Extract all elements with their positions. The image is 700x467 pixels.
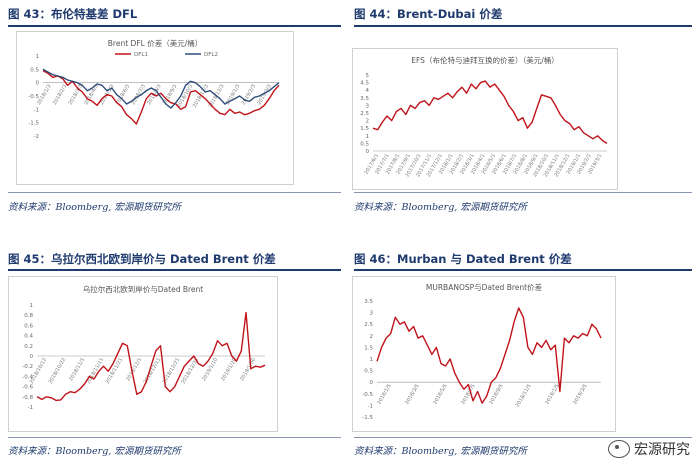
y-tick-label: 3: [370, 311, 374, 317]
y-tick-label: -1: [34, 107, 39, 113]
figure-43-chart: Brent DFL 价差（美元/桶） DFL1 DFL2 1 0.5 0 -0.5 -1 -1.…: [16, 31, 294, 185]
x-tick-label: 2019/1/5: [544, 383, 560, 405]
figure-46-source: 资料来源：Bloomberg, 宏源期货研究所: [354, 446, 527, 457]
y-tick-label: 0.4: [24, 334, 33, 340]
y-tick-label: -0.8: [22, 395, 33, 401]
y-tick-label: 2.5: [360, 111, 369, 117]
wechat-icon: [608, 440, 630, 458]
y-tick-label: 1.5: [360, 126, 369, 132]
legend-label-dfl2: DFL2: [204, 52, 218, 58]
y-tick-label: -0.6: [22, 385, 33, 391]
y-tick-label: 0.2: [24, 344, 33, 350]
figure-46-heading: 图 46：Murban 与 Dated Brent 价差: [354, 252, 572, 266]
series-line-efs: [372, 80, 608, 144]
y-tick-label: -0.5: [28, 94, 39, 100]
x-tick-label: 2019/1/10: [201, 357, 219, 382]
y-tick-label: 0.6: [24, 323, 33, 329]
y-tick-label: 0.5: [360, 141, 369, 147]
figure-45-heading: 图 45：乌拉尔西北欧到岸价与 Dated Brent 价差: [8, 252, 276, 266]
figure-45-top-rule: [8, 269, 341, 271]
y-tick-label: 4: [366, 88, 370, 94]
y-tick-label: -0.2: [22, 364, 33, 370]
series-line-urals-dated-brent: [36, 311, 266, 402]
x-tick-label: 2018/1/5: [376, 383, 392, 405]
chart-title: Brent DFL 价差（美元/桶）: [108, 38, 202, 48]
y-tick-label: 0: [36, 81, 40, 87]
y-tick-label: -0.5: [362, 392, 373, 398]
figure-44-source: 资料来源：Bloomberg, 宏源期货研究所: [354, 202, 527, 213]
y-tick-label: 0: [30, 354, 34, 360]
figure-45-chart-svg: 乌拉尔西北欧到岸价与Dated Brent 1 0.8 0.6 0.4 0.2 0 -0.2 -…: [22, 284, 266, 411]
y-tick-label: -1: [368, 403, 373, 409]
figure-46-chart-svg: MURBANOSP与Dated Brent价差 3.5 3 2.5 2 1.5 1 0.5 0 -…: [362, 282, 602, 421]
x-tick-label: 2018/2/3: [52, 84, 68, 106]
y-tick-label: 5: [366, 73, 370, 79]
x-tick-label: 2019/1/30: [239, 357, 257, 382]
x-tick-label: 2018/11/11: [86, 357, 106, 385]
figure-44-chart-svg: EFS（布伦特与迪拜互换的价差）（美元/桶）54.543.532.521.510…: [360, 55, 608, 178]
y-tick-label: 1: [366, 134, 370, 140]
series-line-dfl2: [42, 68, 280, 109]
figure-44-top-rule: [354, 25, 692, 27]
y-tick-label: 3.5: [360, 96, 369, 102]
y-tick-label: 0: [366, 149, 370, 155]
x-tick-label: 2018/10/22: [48, 357, 68, 385]
x-tick-label: 2018/12/1: [125, 357, 143, 382]
x-tick-label: 2019/2/3: [241, 84, 257, 106]
y-tick-label: -0.4: [22, 374, 33, 380]
figure-46-chart: MURBANOSP与Dated Brent价差 3.5 3 2.5 2 1.5 1 0.5 0 -…: [352, 276, 616, 432]
y-tick-label: 2: [366, 119, 370, 125]
y-tick-label: 1: [36, 54, 40, 60]
figure-46-bottom-rule: [354, 437, 692, 438]
y-tick-label: -1.5: [362, 415, 373, 421]
watermark-text: 宏源研究: [634, 442, 690, 458]
y-tick-label: 3.5: [364, 299, 373, 305]
figure-43-heading: 图 43：布伦特基差 DFL: [8, 7, 138, 21]
figure-43-bottom-rule: [8, 192, 341, 193]
figure-43-source: 资料来源：Bloomberg, 宏源期货研究所: [8, 202, 181, 213]
y-tick-label: 1.5: [364, 345, 373, 351]
x-tick-label: 2018/9/5: [488, 383, 504, 405]
figure-45-chart: 乌拉尔西北欧到岸价与Dated Brent 1 0.8 0.6 0.4 0.2 0 -0.2 -…: [8, 276, 278, 432]
chart-title: EFS（布伦特与迪拜互换的价差）（美元/桶）: [411, 55, 558, 65]
figure-45-source: 资料来源：Bloomberg, 宏源期货研究所: [8, 446, 181, 457]
y-tick-label: 4.5: [360, 81, 369, 87]
figure-44-heading: 图 44：Brent-Dubai 价差: [354, 7, 503, 21]
legend-label-dfl1: DFL1: [134, 52, 148, 58]
x-tick-label: 2018/11/5: [515, 383, 533, 408]
figure-44-chart: EFS（布伦特与迪拜互换的价差）（美元/桶） 5 4.5 4 3.5 3 2.5 2 1.5 1 0…: [352, 48, 618, 190]
figure-45-bottom-rule: [8, 437, 341, 438]
x-tick-label: 2019/3/5: [572, 383, 588, 405]
y-tick-label: 1: [370, 357, 374, 363]
figure-46-top-rule: [354, 269, 692, 271]
x-tick-label: 2018/11/1: [68, 357, 86, 382]
y-tick-label: 0.5: [30, 67, 39, 73]
series-line-murban-dated-brent: [376, 307, 602, 404]
x-tick-label: 2019/3/3: [256, 84, 272, 106]
y-tick-label: -2: [34, 134, 39, 140]
y-tick-label: -1: [28, 405, 33, 411]
y-tick-label: 0.5: [364, 369, 373, 375]
x-tick-label: 2018/3/5: [404, 383, 420, 405]
y-tick-label: -1.5: [28, 121, 39, 127]
figure-44-bottom-rule: [354, 192, 692, 193]
y-tick-label: 0.8: [24, 313, 33, 319]
y-tick-label: 1: [30, 303, 34, 309]
y-tick-label: 3: [366, 103, 370, 109]
y-tick-label: 2.5: [364, 322, 373, 328]
chart-title: MURBANOSP与Dated Brent价差: [426, 282, 543, 292]
series-line-dfl1: [42, 70, 280, 125]
figure-43-chart-svg: Brent DFL 价差（美元/桶） DFL1 DFL2 1 0.5 0 -0.5 -1 -1.…: [28, 38, 280, 140]
x-tick-label: 2018/5/5: [432, 383, 448, 405]
y-tick-label: 2: [370, 334, 374, 340]
figure-43-top-rule: [8, 25, 341, 27]
chart-title: 乌拉尔西北欧到岸价与Dated Brent: [83, 284, 204, 294]
x-tick-label: 2018/10/12: [29, 357, 49, 385]
watermark: 宏源研究: [608, 439, 690, 459]
x-tick-label: 2018/4/3: [83, 84, 99, 106]
y-tick-label: 0: [370, 380, 374, 386]
